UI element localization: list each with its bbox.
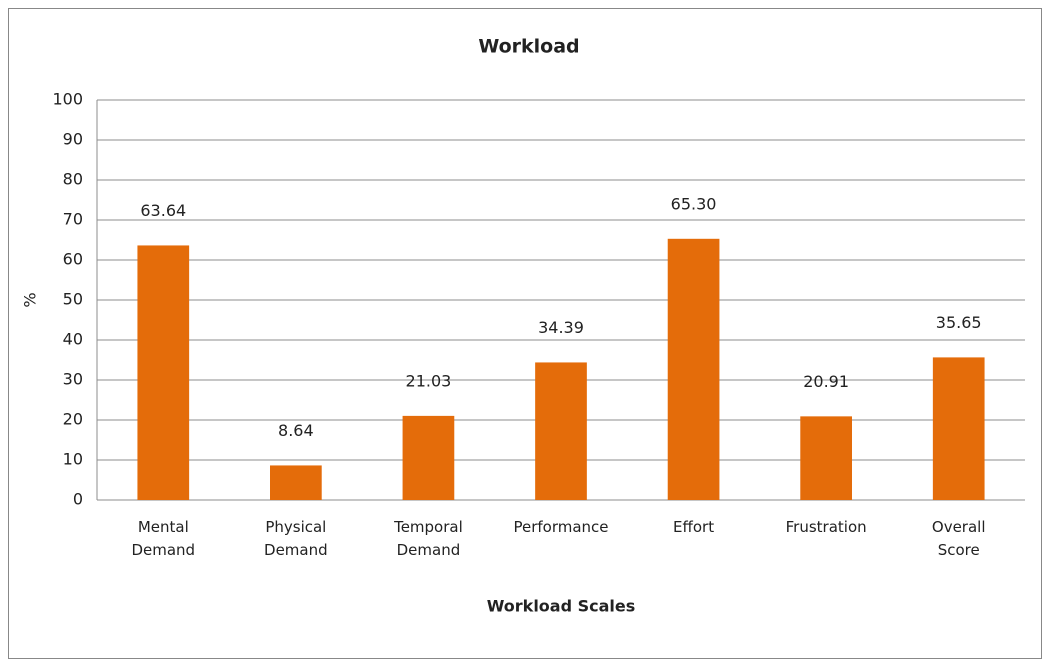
bar	[270, 465, 322, 500]
data-label: 35.65	[936, 313, 982, 332]
x-tick-label: Mental Demand	[131, 518, 196, 559]
bar	[800, 416, 852, 500]
data-label: 65.30	[671, 194, 717, 213]
y-tick-label: 70	[63, 210, 83, 229]
y-tick-label: 90	[63, 130, 83, 149]
x-tick-label: Overall Score	[931, 518, 986, 559]
y-tick-label: 60	[63, 250, 83, 269]
y-tick-label: 40	[63, 330, 83, 349]
y-tick-label: 80	[63, 170, 83, 189]
data-label: 34.39	[538, 318, 584, 337]
bar	[667, 238, 720, 501]
y-tick-label: 100	[52, 90, 83, 109]
bar	[932, 357, 985, 500]
data-label: 63.64	[140, 201, 186, 220]
data-label: 8.64	[278, 421, 314, 440]
y-tick-label: 20	[63, 410, 83, 429]
y-tick-label: 30	[63, 370, 83, 389]
y-tick-label: 50	[63, 290, 83, 309]
data-label: 21.03	[406, 371, 452, 390]
x-tick-label: Effort	[673, 518, 715, 536]
y-axis-label: %	[21, 292, 40, 307]
x-tick-label: Performance	[513, 518, 609, 536]
y-tick-label: 10	[63, 450, 83, 469]
chart-title: Workload	[478, 36, 579, 58]
x-tick-label: Physical Demand	[264, 518, 328, 559]
x-tick-label: Frustration	[785, 518, 867, 536]
bar	[402, 415, 455, 500]
bar	[137, 245, 190, 500]
y-tick-label: 0	[73, 490, 83, 509]
data-label: 20.91	[803, 372, 849, 391]
x-tick-label: Temporal Demand	[394, 518, 463, 559]
bar	[535, 362, 587, 500]
x-axis-label: Workload Scales	[487, 597, 636, 616]
